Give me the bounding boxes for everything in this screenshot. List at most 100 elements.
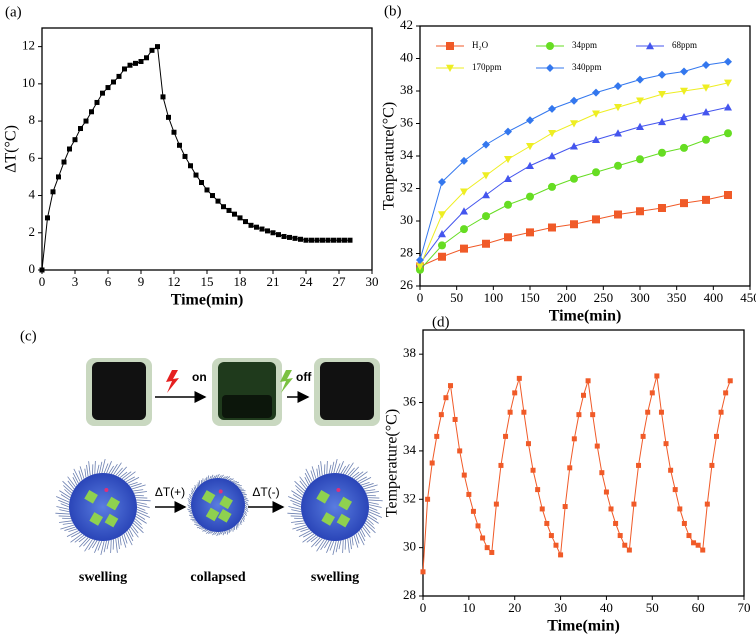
polymer-chain <box>205 476 208 481</box>
nanoparticle-core <box>301 473 369 541</box>
state-label: collapsed <box>190 570 245 585</box>
data-point <box>100 90 105 96</box>
data-point <box>309 237 314 243</box>
polymer-chain <box>63 485 73 494</box>
polymer-chain <box>311 466 317 479</box>
data-point <box>438 211 446 219</box>
y-tick-label: 42 <box>400 17 413 32</box>
data-point <box>347 237 353 243</box>
polymer-chain <box>132 489 144 492</box>
data-point <box>592 168 600 177</box>
x-tick-label: 0 <box>39 274 46 289</box>
data-point <box>570 96 578 105</box>
polymer-chain <box>228 529 231 534</box>
data-point <box>702 108 710 116</box>
polymer-chain <box>189 512 193 515</box>
y-tick-label: 6 <box>29 149 36 164</box>
polymer-chain <box>290 520 304 523</box>
polymer-chain <box>136 501 147 505</box>
data-point <box>116 73 122 79</box>
data-point <box>254 224 259 230</box>
data-point <box>702 84 710 92</box>
polymer-chain <box>226 529 229 535</box>
data-point <box>460 225 468 234</box>
polymer-chain <box>197 482 199 487</box>
data-point <box>640 433 646 439</box>
polymer-chain <box>244 506 249 510</box>
polymer-chain <box>244 504 248 508</box>
data-point <box>614 82 622 91</box>
drug-cluster <box>321 512 336 526</box>
legend-marker <box>446 64 454 72</box>
series-line <box>419 82 729 267</box>
data-point <box>723 390 729 396</box>
dopant <box>218 489 223 494</box>
data-point <box>636 155 644 164</box>
x-tick-label: 21 <box>267 274 280 289</box>
polymer-chain <box>224 530 227 535</box>
polymer-chain <box>288 506 302 510</box>
legend-label: 170ppm <box>472 62 502 72</box>
data-point <box>590 412 596 418</box>
polymer-chain <box>70 533 83 543</box>
polymer-chain <box>214 474 218 479</box>
data-point <box>539 506 545 512</box>
polymer-chain <box>287 512 302 515</box>
data-point <box>581 392 586 398</box>
data-point <box>177 142 182 148</box>
polymer-chain <box>187 500 192 504</box>
data-point <box>166 114 171 120</box>
y-tick-label: 36 <box>400 114 414 129</box>
polymer-chain <box>355 471 368 481</box>
data-point <box>434 433 440 439</box>
data-point <box>512 390 518 396</box>
polymer-chain <box>136 504 150 508</box>
polymer-chain <box>190 516 195 519</box>
data-point <box>470 508 476 514</box>
data-point <box>649 390 655 396</box>
data-point <box>420 569 426 575</box>
data-point <box>654 373 660 379</box>
data-point <box>226 207 232 213</box>
data-point <box>658 117 666 126</box>
polymer-chain <box>244 502 249 506</box>
polymer-chain <box>340 465 347 474</box>
polymer-chain <box>368 501 379 505</box>
y-axis-label: ΔT(°C) <box>3 125 20 173</box>
data-point <box>276 232 281 238</box>
polymer-chain <box>243 495 247 498</box>
data-point <box>498 462 504 468</box>
data-point <box>199 180 204 186</box>
polymer-chain <box>72 472 79 484</box>
polymer-chain <box>119 471 128 478</box>
panel-label: (a) <box>5 4 22 20</box>
plot-frame <box>422 329 745 597</box>
polymer-chain <box>333 458 338 474</box>
polymer-chain <box>84 468 87 478</box>
x-tick-label: 12 <box>168 274 181 289</box>
polymer-chain <box>60 494 70 501</box>
polymer-chain <box>362 526 371 538</box>
x-tick-label: 0 <box>420 600 427 615</box>
polymer-chain <box>211 474 214 479</box>
x-tick-label: 6 <box>105 274 112 289</box>
polymer-chain <box>198 480 201 486</box>
polymer-chain <box>191 490 194 495</box>
data-point <box>724 57 732 66</box>
polymer-chain <box>244 500 248 504</box>
y-tick-label: 4 <box>29 187 36 202</box>
polymer-chain <box>135 516 147 524</box>
lightning-icon <box>280 370 293 393</box>
data-point <box>658 148 666 157</box>
vial <box>212 358 282 426</box>
y-tick-label: 34 <box>400 147 414 162</box>
polymer-chain <box>239 520 242 526</box>
data-point <box>287 234 292 240</box>
data-point <box>443 395 449 401</box>
polymer-chain <box>351 471 360 478</box>
polymer-chain <box>78 470 83 481</box>
data-point <box>482 172 490 180</box>
data-point <box>636 75 644 84</box>
polymer-chain <box>349 537 352 550</box>
data-point <box>193 172 199 178</box>
